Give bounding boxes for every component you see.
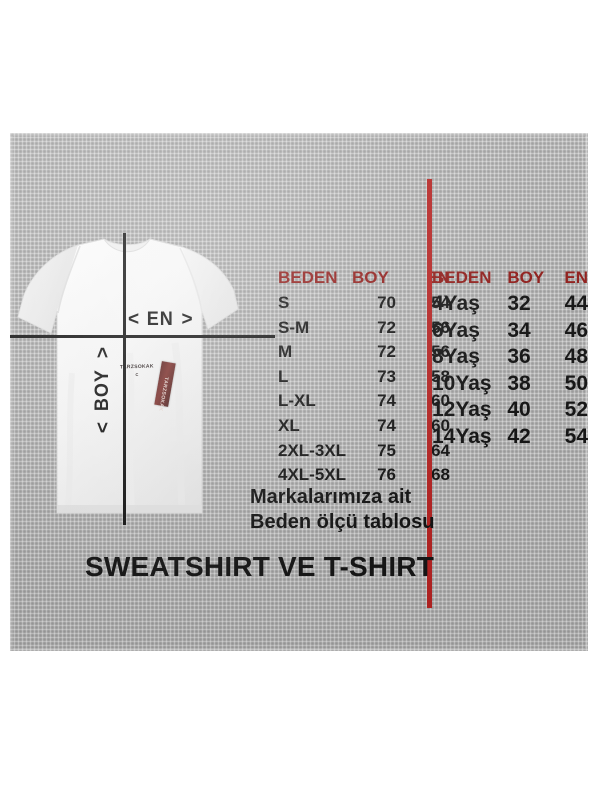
table-row: S-M 72 56 <box>278 316 450 341</box>
table-cell: 6Yaş <box>432 318 480 342</box>
table-cell: 42 <box>507 424 531 448</box>
table-cell: 48 <box>564 345 588 368</box>
table-cell: 2XL-3XL <box>278 440 347 460</box>
table-cell: 72 <box>377 342 396 362</box>
header-beden: BEDEN <box>278 268 338 287</box>
table-cell: 56 <box>431 342 450 362</box>
tshirt-photo: TARZSOKAK C TARZSOKAK <box>10 233 260 523</box>
kids-size-table: BEDEN BOY EN 4Yaş 32 44 6Yaş 34 46 8Yaş 36 48 10Y… <box>432 268 588 450</box>
table-cell: XL <box>278 415 300 435</box>
length-label-text: BOY <box>91 369 113 412</box>
table-cell: 10Yaş <box>432 371 492 395</box>
length-measure-label: < BOY > <box>89 343 115 493</box>
table-row: 4XL-5XL 76 68 <box>278 463 450 488</box>
table-cell: L <box>278 366 289 386</box>
table-cell: 56 <box>431 317 450 337</box>
arrow-right-icon: > <box>181 309 193 330</box>
table-cell: 76 <box>377 465 396 485</box>
width-label-text: EN <box>146 309 174 330</box>
table-row: S 70 54 <box>278 291 450 316</box>
header-en: EN <box>426 268 450 287</box>
arrow-up-icon: < <box>91 346 113 359</box>
table-row: 4Yaş 32 44 <box>432 291 588 318</box>
table-cell: L-XL <box>278 391 316 411</box>
table-row: 6Yaş 34 46 <box>432 318 588 345</box>
table-cell: 32 <box>507 292 531 315</box>
table-cell: 72 <box>377 317 396 337</box>
header-boy: BOY <box>352 268 389 287</box>
table-row: 12Yaş 40 52 <box>432 397 588 424</box>
table-cell: 8Yaş <box>432 345 480 368</box>
hang-tag-text: TARZSOKAK <box>157 376 170 412</box>
table-row: 10Yaş 38 50 <box>432 371 588 398</box>
table-cell: 52 <box>564 398 588 421</box>
caption-line-1: Markalarımıza ait <box>250 486 412 508</box>
table-cell: 50 <box>564 371 588 395</box>
table-header-row: BEDEN BOY EN <box>432 268 588 291</box>
length-axis-line <box>123 233 126 525</box>
arrow-down-icon: > <box>91 422 113 434</box>
neck-brand-label: TARZSOKAK C <box>113 363 161 380</box>
table-cell: 73 <box>377 366 396 386</box>
table-row: XL 74 60 <box>278 414 450 439</box>
table-cell: 14Yaş <box>432 424 492 448</box>
header-en: EN <box>564 268 588 287</box>
width-measure-label: < EN > <box>128 310 193 329</box>
header-boy: BOY <box>507 268 545 287</box>
table-cell: 12Yaş <box>432 398 492 421</box>
arrow-left-icon: < <box>128 309 140 330</box>
table-row: L 73 58 <box>278 365 450 390</box>
table-cell: 36 <box>507 345 531 368</box>
table-cell: 68 <box>431 465 450 485</box>
table-cell: 75 <box>377 440 396 460</box>
table-cell: 74 <box>377 391 396 411</box>
table-cell: 46 <box>564 318 588 342</box>
table-cell: 60 <box>431 391 450 411</box>
caption-block: Markalarımıza ait Beden ölçü tablosu <box>250 485 434 535</box>
neck-size-text: C <box>135 371 139 378</box>
product-type-title: SWEATSHIRT VE T-SHIRT <box>85 551 435 582</box>
table-cell: 74 <box>377 415 396 435</box>
table-cell: 70 <box>377 293 396 312</box>
table-cell: 44 <box>564 292 588 315</box>
table-row: L-XL 74 60 <box>278 389 450 414</box>
table-cell: 4Yaş <box>432 292 480 315</box>
adult-size-table: BEDEN BOY EN S 70 54 S-M 72 56 M 72 56 L 73 58 L-XL 7… <box>278 268 450 488</box>
table-cell: 64 <box>431 440 450 460</box>
table-cell: 60 <box>431 415 450 435</box>
red-divider-line <box>427 179 432 608</box>
size-chart-photo-plate: TARZSOKAK C TARZSOKAK < EN > < BOY > BED… <box>10 133 588 651</box>
table-cell: 40 <box>507 398 531 421</box>
table-cell: 4XL-5XL <box>278 465 347 485</box>
table-cell: 38 <box>507 371 531 395</box>
table-cell: S <box>278 293 290 312</box>
table-row: 2XL-3XL 75 64 <box>278 439 450 464</box>
table-cell: 34 <box>507 318 531 342</box>
table-row: M 72 56 <box>278 340 450 365</box>
header-beden: BEDEN <box>432 268 492 287</box>
table-cell: 58 <box>431 366 450 386</box>
table-cell: 54 <box>431 293 450 312</box>
table-row: 8Yaş 36 48 <box>432 344 588 371</box>
table-cell: M <box>278 342 293 362</box>
table-cell: S-M <box>278 317 310 337</box>
width-axis-line <box>10 335 275 338</box>
adult-table-body: S 70 54 S-M 72 56 M 72 56 L 73 58 L-XL 74 60 XL 74 60 2XL-… <box>278 291 450 488</box>
table-header-row: BEDEN BOY EN <box>278 268 450 291</box>
table-cell: 54 <box>564 424 588 448</box>
kids-table-body: 4Yaş 32 44 6Yaş 34 46 8Yaş 36 48 10Yaş 38 50 12Yaş 40… <box>432 291 588 450</box>
tshirt-shape <box>17 238 239 514</box>
table-row: 14Yaş 42 54 <box>432 424 588 451</box>
caption-line-2: Beden ölçü tablosu <box>250 511 435 533</box>
